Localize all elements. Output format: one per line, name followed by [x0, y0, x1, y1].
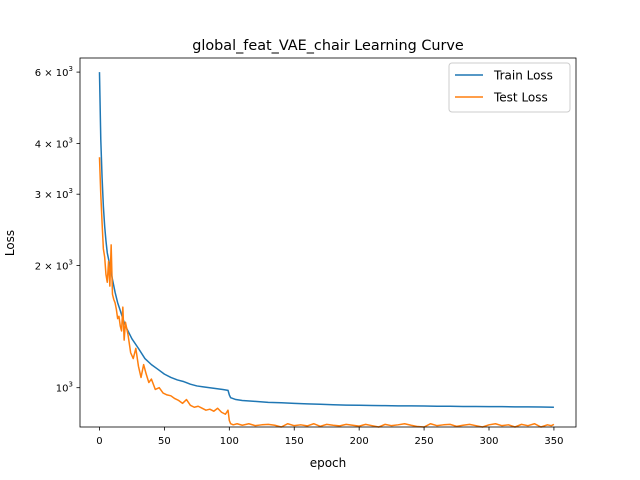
legend-label-train: Train Loss — [493, 69, 553, 83]
x-tick-label: 150 — [285, 436, 304, 447]
x-tick-label: 0 — [96, 436, 102, 447]
x-tick-label: 100 — [220, 436, 239, 447]
x-tick-label: 300 — [479, 436, 498, 447]
y-tick-label: 103 — [56, 381, 73, 395]
x-tick-label: 350 — [544, 436, 563, 447]
x-axis-label: epoch — [310, 456, 347, 470]
y-tick-label: 3 × 103 — [35, 187, 73, 201]
series-line-train-loss — [98, 72, 554, 408]
x-tick-label: 50 — [158, 436, 171, 447]
x-tick-label: 250 — [415, 436, 434, 447]
legend: Train Loss Test Loss — [448, 62, 571, 113]
y-axis-ticks: 103 2 × 103 3 × 103 4 × 103 6 × 103 — [35, 65, 80, 395]
x-tick-label: 200 — [350, 436, 369, 447]
axes-frame — [79, 57, 577, 428]
y-tick-label: 6 × 103 — [35, 65, 73, 79]
y-tick-label: 4 × 103 — [35, 137, 73, 151]
x-axis-ticks: 0 50 100 150 200 250 300 350 — [96, 427, 563, 447]
chart-title: global_feat_VAE_chair Learning Curve — [192, 38, 464, 54]
series-line-test-loss — [98, 157, 555, 428]
y-tick-label: 2 × 103 — [35, 259, 73, 273]
plot-area — [98, 72, 555, 428]
legend-label-test: Test Loss — [493, 91, 548, 105]
y-axis-label: Loss — [3, 230, 17, 256]
